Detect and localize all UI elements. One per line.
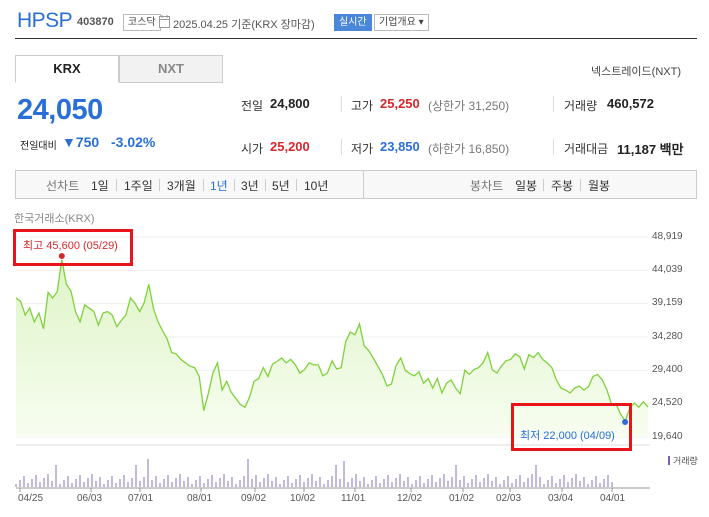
x-tick: 08/01 [187, 493, 213, 504]
x-tick: 04/01 [600, 493, 626, 504]
prev-close-label: 전일 [241, 99, 264, 113]
period-1y[interactable]: 1년 [210, 179, 228, 193]
tab-krx[interactable]: KRX [15, 55, 119, 83]
stat-divider [553, 139, 554, 155]
period-1w[interactable]: 1주일 [124, 179, 153, 193]
stat-divider [341, 139, 342, 155]
stat-divider [341, 96, 342, 112]
period-5y[interactable]: 5년 [272, 179, 290, 193]
high-label: 고가 [351, 99, 374, 113]
change-percent: -3.02% [111, 134, 156, 150]
chart-source: 한국거래소(KRX) [14, 213, 95, 225]
open-value: 25,200 [270, 139, 310, 154]
y-tick: 39,159 [652, 297, 683, 308]
amount-value: 11,187 백만 [617, 142, 684, 157]
x-tick: 02/03 [496, 493, 522, 504]
stat-divider [553, 96, 554, 112]
volume-label: 거래량 [564, 99, 598, 113]
amount-label: 거래대금 [564, 142, 609, 156]
stock-name: HPSP [17, 9, 73, 32]
high-value: 25,250 [380, 96, 420, 111]
low-label: 저가 [351, 142, 374, 156]
open-label: 시가 [241, 142, 264, 156]
line-chart-label: 선차트 [46, 179, 80, 193]
period-separator [543, 179, 544, 191]
period-separator [159, 179, 160, 191]
candle-chart-label: 봉차트 [470, 179, 504, 193]
nextrade-link[interactable]: 넥스트레이드(NXT) [590, 66, 681, 78]
candle-weekly[interactable]: 주봉 [551, 179, 574, 193]
price-area [16, 259, 648, 437]
candle-daily[interactable]: 일봉 [515, 179, 538, 193]
change-value: ▼750 [62, 134, 100, 150]
x-tick: 09/02 [241, 493, 267, 504]
y-tick: 24,520 [652, 397, 683, 408]
period-separator [116, 179, 117, 191]
x-tick: 10/02 [290, 493, 316, 504]
lower-limit: (하한가 16,850) [428, 142, 510, 156]
x-tick: 03/04 [548, 493, 574, 504]
period-10y[interactable]: 10년 [304, 179, 329, 193]
y-tick: 48,919 [652, 231, 683, 242]
change-label: 전일대비 [20, 141, 57, 152]
volume-legend: 거래량 [668, 454, 698, 467]
max-highlight-box [13, 229, 133, 266]
period-separator [580, 179, 581, 191]
realtime-badge[interactable]: 실시간 [334, 14, 372, 31]
period-1d[interactable]: 1일 [91, 179, 109, 193]
company-info-dropdown[interactable]: 기업개요 ▾ [374, 14, 429, 31]
x-tick: 12/02 [397, 493, 423, 504]
upper-limit: (상한가 31,250) [428, 99, 510, 113]
period-bar-divider [363, 170, 364, 199]
y-tick: 34,280 [652, 331, 683, 342]
price-line [15, 259, 649, 423]
period-3y[interactable]: 3년 [241, 179, 259, 193]
period-separator [234, 179, 235, 191]
min-highlight-box [511, 403, 632, 451]
y-tick: 19,640 [652, 431, 683, 442]
period-3m[interactable]: 3개월 [167, 179, 196, 193]
period-separator [203, 179, 204, 191]
header-divider [15, 38, 697, 39]
x-tick: 07/01 [128, 493, 154, 504]
tab-nxt[interactable]: NXT [119, 55, 223, 83]
min-annotation: 최저 22,000 (04/09) [520, 430, 615, 442]
y-tick: 44,039 [652, 264, 683, 275]
candle-monthly[interactable]: 월봉 [588, 179, 611, 193]
period-separator [265, 179, 266, 191]
x-tick: 04/25 [18, 493, 44, 504]
current-price: 24,050 [17, 94, 103, 126]
low-value: 23,850 [380, 139, 420, 154]
max-marker [58, 253, 65, 259]
prev-close-value: 24,800 [270, 96, 310, 111]
x-tick: 11/01 [341, 493, 366, 504]
period-bar [15, 170, 697, 199]
max-annotation: 최고 45,600 (05/29) [23, 240, 118, 252]
period-separator [296, 179, 297, 191]
x-tick: 06/03 [77, 493, 103, 504]
calendar-icon [159, 15, 170, 28]
x-tick: 01/02 [449, 493, 475, 504]
volume-value: 460,572 [607, 96, 654, 111]
stock-code: 403870 [77, 16, 114, 28]
min-marker [622, 419, 629, 425]
y-tick: 29,400 [652, 364, 683, 375]
base-datetime: 2025.04.25 기준(KRX 장마감) [173, 19, 315, 31]
